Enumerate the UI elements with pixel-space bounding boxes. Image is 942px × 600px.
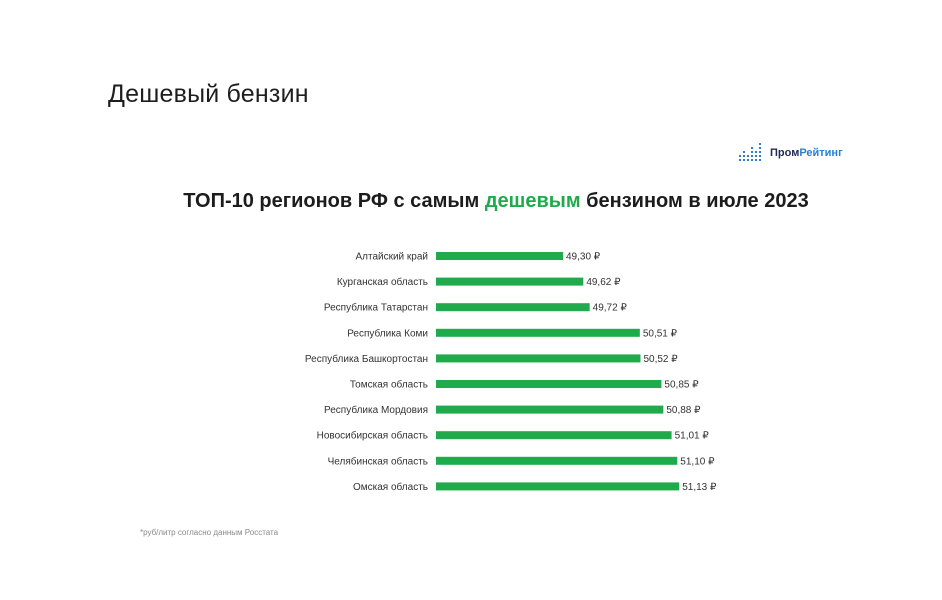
category-label: Алтайский край [355, 252, 428, 263]
category-label: Республика Коми [347, 327, 428, 339]
category-label: Челябинская область [328, 455, 428, 467]
logo-text-part2: Рейтинг [799, 147, 843, 159]
bar-chart: Алтайский край 49,30 ₽ Курганская область 4… [305, 252, 717, 493]
bar [436, 482, 680, 491]
bar [436, 456, 678, 465]
value-label: 50,52 ₽ [643, 354, 678, 365]
category-label: Республика Татарстан [324, 302, 428, 314]
value-label: 51,13 ₽ [682, 482, 717, 493]
bar [436, 380, 662, 388]
value-label: 49,30 ₽ [566, 252, 601, 263]
logo-text-part1: Пром [770, 147, 800, 159]
category-label: Республика Башкортостан [305, 353, 428, 365]
category-label: Новосибирская область [317, 430, 428, 442]
value-label: 51,01 ₽ [675, 431, 710, 442]
bar [436, 252, 563, 260]
value-label: 49,72 ₽ [593, 303, 628, 314]
category-label: Томская область [350, 379, 428, 391]
bar [436, 354, 641, 363]
chart-card: ПромРейтинг ТОП-10 регионов РФ с самым д… [108, 128, 884, 560]
bar [436, 328, 640, 337]
value-label: 51,10 ₽ [680, 456, 715, 467]
category-label: Курганская область [337, 276, 428, 288]
chart-title-after: бензином в июле 2023 [580, 190, 809, 212]
bar [436, 431, 672, 440]
logo-text: ПромРейтинг [770, 147, 843, 159]
chart-title-before: ТОП-10 регионов РФ с самым [183, 190, 485, 212]
bar-chart-icon [739, 143, 761, 161]
bar [436, 405, 664, 414]
logo: ПромРейтинг [738, 142, 843, 164]
bar [436, 303, 590, 312]
value-label: 50,88 ₽ [666, 405, 701, 416]
category-label: Омская область [353, 481, 428, 493]
value-label: 49,62 ₽ [586, 277, 621, 288]
footnote: *руб/литр согласно данным Росстата [140, 528, 279, 537]
chart-title-highlight: дешевым [484, 190, 581, 212]
chart-title: ТОП-10 регионов РФ с самым дешевым бензи… [108, 190, 884, 213]
value-label: 50,51 ₽ [643, 328, 678, 339]
slide-title: Дешевый бензин [108, 80, 309, 108]
category-label: Республика Мордовия [324, 404, 428, 416]
value-label: 50,85 ₽ [664, 380, 699, 391]
bar [436, 277, 584, 286]
